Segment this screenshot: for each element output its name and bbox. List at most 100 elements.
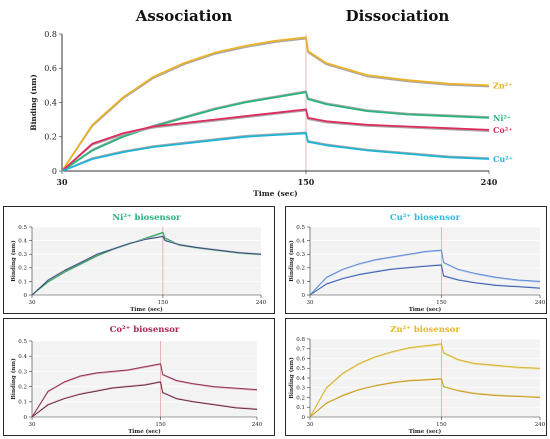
main-y-tick-label: 0 [52, 167, 57, 176]
ni-title: Ni²⁺ biosensor [112, 213, 181, 223]
ni-x-tick-label: 240 [256, 300, 267, 306]
cu-y-tick-label: 0.1 [296, 279, 305, 285]
main-y-tick-label: 0.6 [44, 64, 57, 73]
ni-x-tick-label: 150 [158, 300, 169, 306]
zn-y-tick-label: 0.6 [296, 356, 305, 362]
zn-x-tick-label: 30 [307, 422, 314, 428]
main-co-label: Co²⁺ [493, 125, 512, 135]
co-plot-background [32, 341, 257, 417]
main-zn-line [61, 36, 490, 172]
zn-y-tick-label: 0.1 [296, 405, 305, 411]
cu-x-axis-label: Time (sec) [409, 306, 442, 313]
main-x-tick-label: 240 [481, 177, 498, 187]
co-x-axis-label: Time (sec) [128, 428, 161, 435]
cu-biosensor-chart: 0 0.1 0.2 0.3 0.4 0.5 30 150 240 Time (sec) Bindin… [288, 213, 546, 313]
cu-series-1-line [309, 249, 541, 296]
main-chart: 0 0.2 0.4 0.6 0.8 30 150 240 Time (sec) Binding (… [29, 7, 513, 198]
co-y-tick-label: 0.3 [18, 369, 27, 375]
zn-series-2-fit-line [309, 377, 541, 418]
ni-y-axis-label: Binding (nm) [10, 240, 17, 282]
main-co-fit-line [61, 110, 490, 172]
main-cu-line [61, 132, 490, 172]
ni-y-tick-label: 0.5 [18, 225, 27, 231]
co-series-2-fit-line [31, 380, 258, 418]
ni-biosensor-chart: 0 0.1 0.2 0.3 0.4 0.5 30 150 240 Time (sec) Bindin… [10, 213, 267, 313]
co-x-tick-label: 30 [29, 422, 36, 428]
ni-y-tick-label: 0 [24, 293, 28, 299]
cu-y-tick-label: 0.4 [296, 239, 305, 245]
ni-plot-background [32, 227, 261, 295]
zn-x-axis-label: Time (sec) [409, 428, 442, 435]
main-y-tick-label: 0.2 [44, 133, 57, 142]
co-y-tick-label: 0.5 [18, 339, 27, 345]
cu-y-tick-label: 0 [302, 293, 306, 299]
main-x-axis-label: Time (sec) [253, 189, 297, 198]
main-zn-label: Zn²⁺ [493, 80, 512, 90]
co-series-1-fit-line [31, 364, 258, 418]
zn-biosensor-panel: 0 0.1 0.2 0.3 0.4 0.5 0.6 0.7 0.8 30 150 240 Time (s… [285, 318, 547, 436]
main-y-tick-label: 0.8 [44, 30, 57, 39]
co-y-tick-label: 0.2 [18, 385, 27, 391]
ni-x-tick-label: 30 [29, 300, 36, 306]
ni-y-tick-label: 0.1 [18, 279, 27, 285]
zn-y-tick-label: 0 [302, 415, 306, 421]
cu-x-tick-label: 150 [436, 300, 447, 306]
main-ni-label: Ni²⁺ [493, 113, 511, 123]
cu-x-tick-label: 30 [307, 300, 314, 306]
zn-y-tick-label: 0.5 [296, 366, 305, 372]
cu-y-tick-label: 0.5 [296, 225, 305, 231]
cu-biosensor-panel: 0 0.1 0.2 0.3 0.4 0.5 30 150 240 Time (sec) Bindin… [285, 206, 547, 314]
co-x-tick-label: 150 [155, 422, 166, 428]
main-zn-fit-line [61, 38, 490, 172]
main-cu-fit-line [61, 131, 490, 172]
cu-title: Cu²⁺ biosensor [390, 213, 461, 223]
zn-y-tick-label: 0.2 [296, 395, 305, 401]
co-y-axis-label: Binding (nm) [10, 358, 17, 400]
main-x-tick-label: 30 [56, 177, 68, 187]
co-y-tick-label: 0.1 [18, 400, 27, 406]
zn-y-tick-label: 0.3 [296, 386, 305, 392]
zn-y-tick-label: 0.7 [296, 347, 305, 353]
cu-x-tick-label: 240 [535, 300, 546, 306]
cu-y-axis-label: Binding (nm) [288, 240, 295, 282]
zn-y-tick-label: 0.4 [296, 376, 305, 382]
zn-x-tick-label: 150 [436, 422, 447, 428]
ni-y-tick-label: 0.2 [18, 266, 27, 272]
association-phase-label: Association [135, 7, 233, 25]
main-co-line [61, 108, 490, 172]
co-biosensor-chart: 0 0.1 0.2 0.3 0.4 0.5 30 150 240 Time (sec) Bindin… [10, 325, 263, 435]
main-chart-panel: 0 0.2 0.4 0.6 0.8 30 150 240 Time (sec) Binding (… [0, 0, 550, 203]
zn-series-1-line [309, 343, 541, 418]
co-x-tick-label: 240 [252, 422, 263, 428]
ni-biosensor-panel: 0 0.1 0.2 0.3 0.4 0.5 30 150 240 Time (sec) Bindin… [3, 206, 275, 314]
cu-y-tick-label: 0.3 [296, 252, 305, 258]
cu-y-tick-label: 0.2 [296, 266, 305, 272]
main-cu-label: Cu²⁺ [493, 154, 513, 164]
main-y-tick-label: 0.4 [44, 98, 57, 107]
ni-y-tick-label: 0.4 [18, 239, 27, 245]
co-series-2-line [31, 381, 258, 418]
cu-plot-background [310, 227, 540, 295]
ni-y-tick-label: 0.3 [18, 252, 27, 258]
ni-x-axis-label: Time (sec) [130, 306, 163, 313]
main-y-axis-label: Binding (nm) [29, 74, 38, 131]
co-title: Co²⁺ biosensor [110, 325, 180, 335]
co-y-tick-label: 0 [24, 415, 28, 421]
main-ni-line [61, 91, 490, 172]
ni-series-2-line [31, 236, 262, 296]
main-ni-fit-line [61, 90, 490, 172]
zn-title: Zn²⁺ biosensor [390, 325, 460, 335]
dissociation-phase-label: Dissociation [346, 7, 450, 25]
zn-series-1-fit-line [309, 344, 541, 418]
zn-series-2-line [309, 378, 541, 418]
zn-biosensor-chart: 0 0.1 0.2 0.3 0.4 0.5 0.6 0.7 0.8 30 150 240 Time (s… [288, 325, 546, 435]
co-y-tick-label: 0.4 [18, 354, 27, 360]
main-x-tick-label: 150 [298, 177, 315, 187]
zn-y-tick-label: 0.8 [296, 337, 305, 343]
co-series-1-line [31, 363, 258, 418]
cu-series-2-line [309, 264, 541, 296]
zn-x-tick-label: 240 [535, 422, 546, 428]
zn-y-axis-label: Binding (nm) [288, 357, 295, 399]
co-biosensor-panel: 0 0.1 0.2 0.3 0.4 0.5 30 150 240 Time (sec) Bindin… [3, 318, 275, 436]
cu-series-1-fit-line [309, 250, 541, 296]
